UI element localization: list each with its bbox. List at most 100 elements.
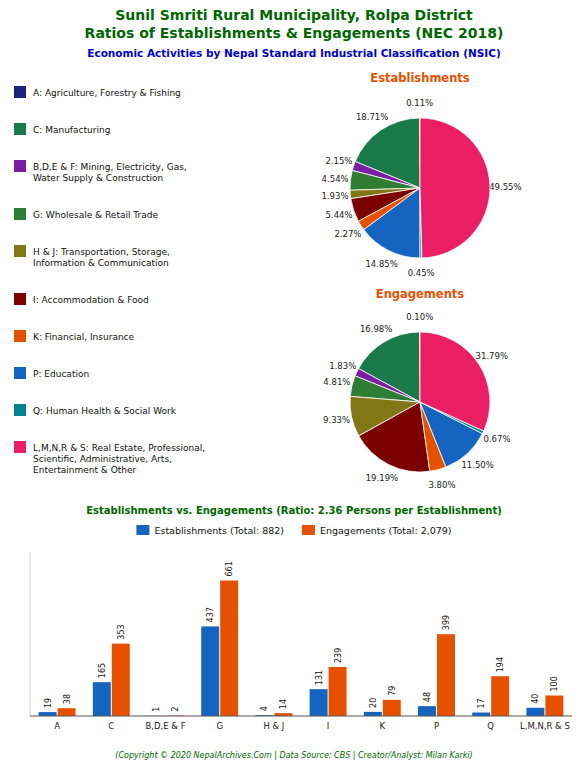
data-label: 40 bbox=[531, 694, 540, 704]
pie-label: 0.67% bbox=[483, 434, 510, 444]
legend-swatch bbox=[14, 160, 26, 172]
pie-label: 2.27% bbox=[334, 229, 361, 239]
legend-label: Engagements (Total: 2,079) bbox=[320, 525, 452, 536]
bar bbox=[364, 712, 382, 716]
bar bbox=[545, 696, 563, 717]
legend: A: Agriculture, Forestry & Fishing C: Man… bbox=[14, 86, 205, 475]
y-axis-line bbox=[30, 552, 31, 716]
pie-label: 4.54% bbox=[322, 174, 349, 184]
pie-slice bbox=[420, 332, 490, 431]
x-tick-label: A bbox=[54, 721, 60, 731]
pie-label: 0.10% bbox=[406, 312, 433, 322]
bar bbox=[201, 626, 219, 716]
text-line: Scientific, Administrative, Arts, bbox=[33, 454, 172, 464]
data-label: 4 bbox=[260, 706, 269, 711]
text-line: H & J: Transportation, Storage, bbox=[33, 247, 170, 257]
text-line: Sunil Smriti Rural Municipality, Rolpa D… bbox=[115, 7, 473, 23]
pie-label: 49.55% bbox=[489, 182, 521, 192]
x-axis-line bbox=[30, 716, 572, 717]
data-label: 661 bbox=[225, 561, 234, 576]
pie-label: 16.98% bbox=[360, 324, 392, 334]
x-tick-label: H & J bbox=[263, 721, 284, 731]
pie-label: 31.79% bbox=[476, 351, 508, 361]
data-label: 20 bbox=[369, 698, 378, 708]
pie-title: Engagements bbox=[376, 287, 465, 301]
data-label: 353 bbox=[117, 624, 126, 639]
pie-label: 4.81% bbox=[323, 377, 350, 387]
legend-label: Establishments (Total: 882) bbox=[154, 525, 284, 536]
pie-chart: Establishments 0.11% 18.71% 2.15% 4.54% 1.93%… bbox=[321, 71, 521, 278]
legend-swatch bbox=[14, 293, 26, 305]
data-label: 399 bbox=[442, 615, 451, 630]
legend-swatch bbox=[302, 525, 315, 535]
bar bbox=[58, 708, 76, 716]
data-labels: 1916514374131204817403835326611423979399… bbox=[44, 561, 560, 712]
x-tick-labels: ACB,D,E & FGH & JIKPQL,M,N,R & S bbox=[54, 721, 570, 731]
legend-swatch bbox=[14, 367, 26, 379]
bar bbox=[310, 689, 328, 716]
bar bbox=[93, 682, 111, 716]
bar bbox=[220, 580, 238, 716]
legend-swatch bbox=[14, 330, 26, 342]
x-tick-label: B,D,E & F bbox=[145, 721, 185, 731]
x-tick-label: K bbox=[380, 721, 386, 731]
chart-canvas: Sunil Smriti Rural Municipality, Rolpa D… bbox=[0, 0, 588, 768]
bar-chart: Establishments vs. Engagements (Ratio: 2… bbox=[30, 505, 572, 731]
x-tick-label: C bbox=[108, 721, 114, 731]
data-label: 131 bbox=[315, 670, 324, 685]
data-label: 100 bbox=[550, 676, 559, 691]
data-label: 38 bbox=[63, 694, 72, 704]
pie-label: 1.83% bbox=[329, 361, 356, 371]
footer: (Copyright © 2020 NepalArchives.Com | Da… bbox=[115, 751, 472, 760]
legend-swatch bbox=[14, 404, 26, 416]
legend-label: C: Manufacturing bbox=[33, 125, 110, 135]
data-label: 437 bbox=[206, 607, 215, 622]
legend-label: Q: Human Health & Social Work bbox=[33, 406, 177, 416]
x-tick-label: Q bbox=[487, 721, 494, 731]
legend-label: A: Agriculture, Forestry & Fishing bbox=[33, 88, 181, 98]
text-line: B,D,E & F: Mining, Electricity, Gas, bbox=[33, 162, 187, 172]
pie-label: 5.44% bbox=[326, 210, 353, 220]
legend-swatch bbox=[14, 86, 26, 98]
data-label: 17 bbox=[477, 698, 486, 708]
bar bbox=[472, 713, 490, 716]
bar bbox=[383, 700, 401, 716]
legend-swatch bbox=[14, 208, 26, 220]
data-label: 19 bbox=[44, 698, 53, 708]
text-line: Water Supply & Construction bbox=[33, 173, 163, 183]
bar-title: Establishments vs. Engagements (Ratio: 2… bbox=[86, 505, 502, 516]
background bbox=[0, 0, 588, 768]
pie-label: 9.33% bbox=[323, 415, 350, 425]
bar bbox=[39, 712, 57, 716]
pie-label: 2.15% bbox=[325, 156, 352, 166]
pie-title: Establishments bbox=[370, 71, 470, 85]
x-tick-label: L,M,N,R & S bbox=[520, 721, 570, 731]
legend-label: L,M,N,R & S: Real Estate, Professional,S… bbox=[33, 443, 205, 475]
text-line: L,M,N,R & S: Real Estate, Professional, bbox=[33, 443, 205, 453]
page: {"title": "Sunil Smriti Rural Municipali… bbox=[0, 0, 588, 768]
data-label: 239 bbox=[334, 648, 343, 663]
pie-slice bbox=[364, 188, 420, 258]
legend-label: H & J: Transportation, Storage,Informati… bbox=[33, 247, 170, 268]
legend-label: I: Accommodation & Food bbox=[33, 295, 149, 305]
pie-labels: 0.10%16.98%1.83%4.81%9.33%19.19%3.80%11.… bbox=[323, 312, 510, 490]
title: Sunil Smriti Rural Municipality, Rolpa D… bbox=[85, 7, 504, 41]
data-label: 79 bbox=[388, 686, 397, 696]
data-label: 1 bbox=[152, 707, 161, 712]
bar bbox=[329, 667, 347, 716]
pie-label: 1.93% bbox=[321, 191, 348, 201]
pie-slice bbox=[359, 402, 430, 472]
pie-slice bbox=[350, 170, 420, 190]
bar bbox=[526, 708, 544, 716]
data-label: 165 bbox=[98, 663, 107, 678]
pie-label: 0.45% bbox=[408, 268, 435, 278]
text-line: Ratios of Establishments & Engagements (… bbox=[85, 25, 504, 41]
pie-label: 14.85% bbox=[365, 259, 397, 269]
legend-label: G: Wholesale & Retail Trade bbox=[33, 210, 158, 220]
legend-swatch bbox=[14, 123, 26, 135]
pie-label: 0.11% bbox=[406, 98, 433, 108]
data-label: 48 bbox=[423, 692, 432, 702]
legend-swatch bbox=[14, 441, 26, 453]
pie-label: 18.71% bbox=[356, 112, 388, 122]
legend-swatch bbox=[136, 525, 149, 535]
